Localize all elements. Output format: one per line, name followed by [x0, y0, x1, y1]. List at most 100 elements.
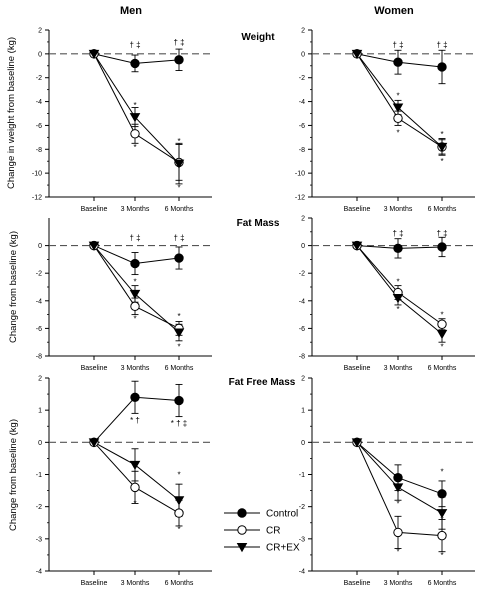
x-tick-label: 3 Months — [121, 580, 150, 587]
significance-marker: * † — [130, 416, 140, 425]
significance-marker: * — [133, 499, 136, 508]
data-point-cr-ex — [392, 103, 404, 113]
legend-item-control: Control — [224, 508, 298, 520]
y-tick-label: 2 — [301, 216, 305, 223]
y-tick-label: 0 — [38, 243, 42, 250]
data-point-control — [393, 473, 403, 483]
significance-marker: * — [396, 277, 399, 286]
y-tick-label: -8 — [299, 147, 305, 154]
significance-marker: † ‡ — [436, 229, 447, 238]
significance-marker: * — [396, 305, 399, 314]
x-tick-label: 6 Months — [428, 206, 457, 213]
x-tick-label: Baseline — [344, 206, 371, 213]
panel-6: -4 -3 -2 -1 0 1 2 Baseline 3 Months 6 Months * * * * * — [299, 376, 475, 587]
legend: Control CR CR+EX — [224, 508, 300, 554]
significance-marker: † ‡ — [173, 38, 184, 47]
significance-marker: * — [396, 499, 399, 508]
significance-marker: * — [133, 143, 136, 152]
y-tick-label: -12 — [295, 195, 305, 202]
x-tick-label: Baseline — [81, 365, 108, 372]
significance-marker: * — [440, 551, 443, 560]
significance-marker: * — [440, 311, 443, 320]
row-title: Fat Mass — [237, 218, 280, 229]
significance-marker: * — [440, 467, 443, 476]
y-tick-label: 0 — [301, 243, 305, 250]
legend-label: CR+EX — [266, 543, 300, 554]
y-tick-label: -8 — [36, 147, 42, 154]
y-tick-label: -2 — [299, 504, 305, 511]
significance-marker: * — [133, 315, 136, 324]
panel-5: -4 -3 -2 -1 0 1 2 Baseline 3 Months 6 Months Fat F… — [8, 376, 296, 588]
significance-marker: † ‡ — [392, 229, 403, 238]
y-tick-label: 1 — [38, 408, 42, 415]
x-tick-label: 3 Months — [121, 365, 150, 372]
x-tick-label: 6 Months — [428, 365, 457, 372]
data-point-cr-ex — [351, 241, 363, 251]
significance-marker: * — [133, 277, 136, 286]
data-point-cr-ex — [173, 496, 185, 506]
data-point-cr — [174, 508, 184, 518]
panel-1: -12 -10 -8 -6 -4 -2 0 2 Baseline 3 Months 6 Months… — [6, 28, 275, 214]
data-point-cr-ex — [436, 509, 448, 519]
x-tick-label: 3 Months — [384, 580, 413, 587]
y-tick-label: -4 — [299, 298, 305, 305]
x-tick-label: 3 Months — [384, 365, 413, 372]
y-tick-label: -1 — [299, 472, 305, 479]
y-tick-label: 1 — [301, 408, 305, 415]
y-tick-label: -10 — [295, 171, 305, 178]
data-point-cr-ex — [129, 113, 141, 123]
y-tick-label: 0 — [301, 440, 305, 447]
y-tick-label: -1 — [36, 472, 42, 479]
significance-marker: * — [177, 342, 180, 351]
panel-2: -12 -10 -8 -6 -4 -2 0 2 Baseline 3 Months 6 Months… — [295, 28, 475, 213]
y-tick-label: -3 — [36, 536, 42, 543]
data-point-cr — [130, 482, 140, 493]
y-tick-label: -8 — [299, 354, 305, 361]
significance-marker: * — [177, 471, 180, 480]
data-point-control — [437, 62, 447, 72]
x-tick-label: 6 Months — [165, 580, 194, 587]
column-title-men: Men — [120, 5, 142, 17]
data-point-control — [174, 253, 184, 263]
y-tick-label: -6 — [36, 326, 42, 333]
significance-marker: † ‡ — [392, 40, 403, 49]
data-point-cr — [130, 301, 140, 312]
x-tick-label: 6 Months — [428, 580, 457, 587]
data-point-cr-ex — [88, 438, 100, 448]
legend-label: CR — [266, 526, 280, 537]
y-axis-label: Change in weight from baseline (kg) — [6, 37, 17, 189]
y-tick-label: -2 — [299, 271, 305, 278]
significance-marker: * — [440, 342, 443, 351]
data-point-control — [393, 57, 403, 67]
significance-marker: † ‡ — [436, 40, 447, 49]
data-point-cr-ex — [173, 328, 185, 338]
x-tick-label: Baseline — [344, 580, 371, 587]
x-tick-label: 3 Months — [384, 206, 413, 213]
data-point-cr-ex — [88, 241, 100, 251]
legend-item-cr-ex: CR+EX — [224, 543, 300, 554]
legend-item-cr: CR — [224, 525, 280, 537]
y-tick-label: 0 — [38, 440, 42, 447]
y-tick-label: 0 — [301, 51, 305, 58]
y-axis-label: Change from baseline (kg) — [8, 231, 19, 343]
y-tick-label: -12 — [32, 195, 42, 202]
y-tick-label: -8 — [36, 354, 42, 361]
significance-marker: * — [396, 92, 399, 101]
x-tick-label: 3 Months — [121, 206, 150, 213]
significance-marker: * — [440, 516, 443, 525]
column-title-women: Women — [374, 5, 414, 17]
data-point-control — [174, 395, 184, 406]
y-tick-label: -6 — [299, 123, 305, 130]
data-point-cr — [437, 319, 447, 329]
x-tick-label: 6 Months — [165, 206, 194, 213]
panel-4: -8 -6 -4 -2 0 2 Baseline 3 Months 6 Months † ‡ † ‡… — [299, 216, 475, 372]
y-tick-label: -2 — [36, 75, 42, 82]
data-point-control — [174, 55, 184, 65]
data-point-cr-ex — [173, 159, 185, 169]
y-tick-label: -3 — [299, 536, 305, 543]
x-tick-label: Baseline — [81, 206, 108, 213]
y-tick-label: -2 — [36, 271, 42, 278]
data-point-cr — [393, 527, 403, 538]
y-tick-label: 2 — [301, 28, 305, 35]
